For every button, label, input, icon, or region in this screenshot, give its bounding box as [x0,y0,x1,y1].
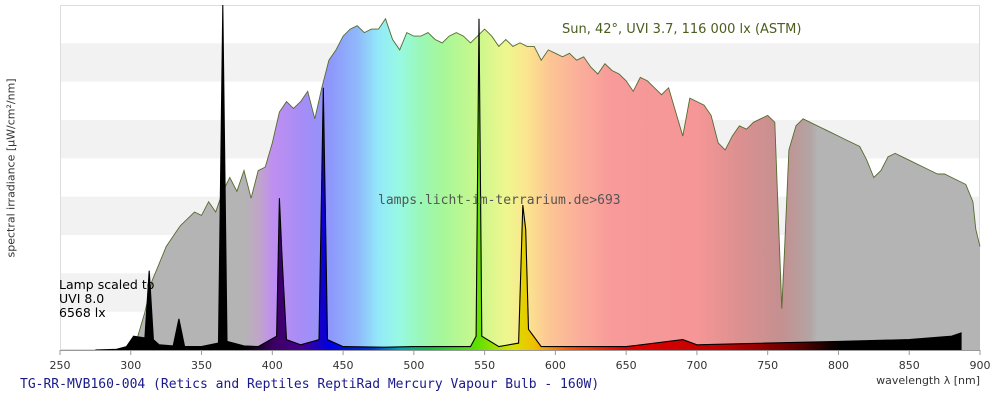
x-axis-label: wavelength λ [nm] [876,374,980,387]
lamp-note-line: UVI 8.0 [59,291,105,306]
x-tick-label: 300 [120,359,141,372]
x-tick-label: 600 [545,359,566,372]
lamp-note-line: 6568 lx [59,305,106,320]
x-tick-label: 450 [333,359,354,372]
x-tick-label: 400 [262,359,283,372]
lamp-note-line: Lamp scaled to [59,277,155,292]
x-tick-label: 800 [828,359,849,372]
x-tick-label: 750 [757,359,778,372]
x-tick-label: 650 [616,359,637,372]
x-tick-label: 250 [50,359,71,372]
chart-title: TG-RR-MVB160-004 (Retics and Reptiles Re… [20,377,600,392]
x-tick-label: 700 [686,359,707,372]
x-tick-label: 550 [474,359,495,372]
lamp-spectrum-line [95,4,962,351]
sun-spectrum-line [126,17,981,351]
y-axis-label: spectral irradiance [µW/cm²/nm] [4,78,18,258]
sun-series-label: Sun, 42°, UVI 3.7, 116 000 lx (ASTM) [562,22,802,37]
x-tick-label: 500 [403,359,424,372]
x-tick-label: 900 [970,359,991,372]
x-tick-label: 350 [191,359,212,372]
x-tick-label: 850 [899,359,920,372]
watermark: lamps.licht-im-terrarium.de>693 [378,193,621,208]
lamp-scale-note: Lamp scaled to UVI 8.0 6568 lx [59,278,154,320]
sun-spectrum-area [126,18,980,351]
